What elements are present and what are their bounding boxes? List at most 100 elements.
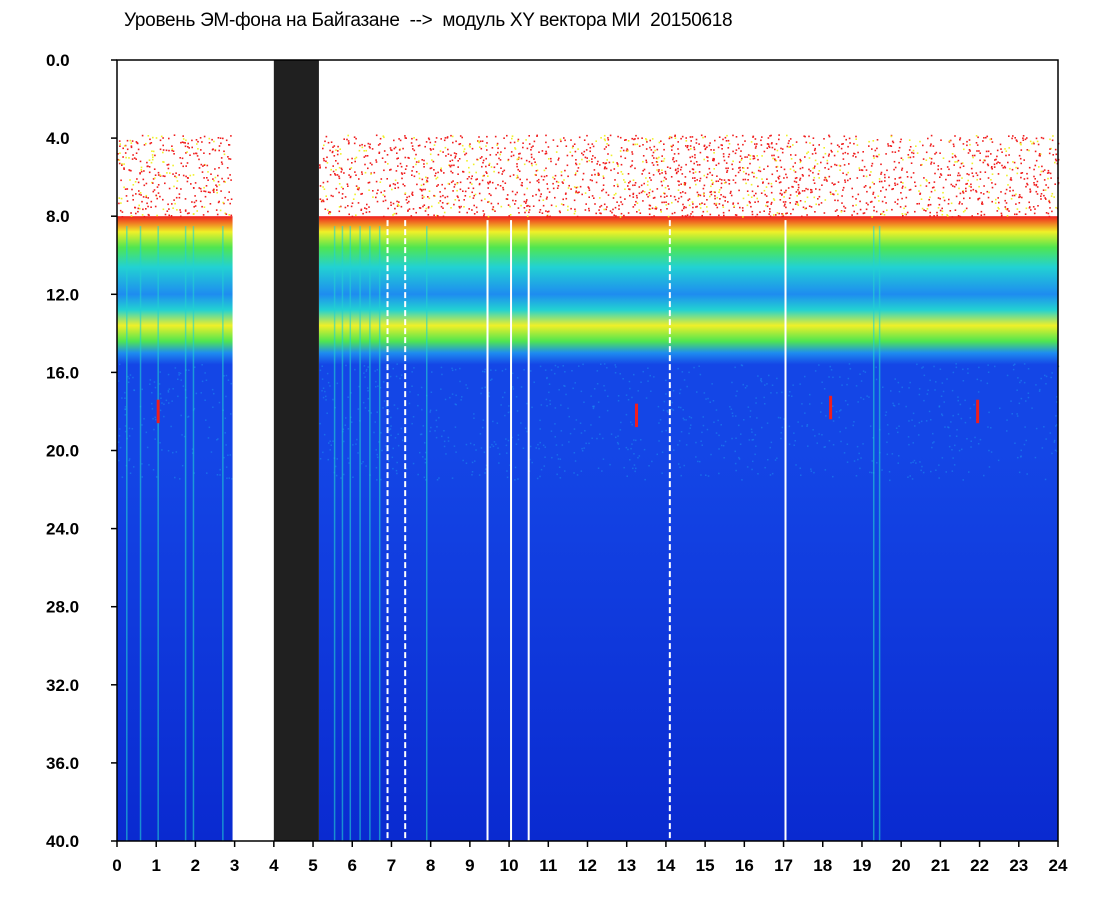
noise-dot bbox=[215, 209, 218, 211]
noise-dot bbox=[153, 168, 156, 170]
noise-dot bbox=[843, 164, 846, 166]
noise-dot bbox=[491, 208, 494, 211]
noise-dot bbox=[947, 174, 949, 176]
noise-dot bbox=[686, 146, 689, 149]
noise-dot bbox=[720, 424, 722, 426]
noise-dot bbox=[132, 199, 134, 201]
noise-dot bbox=[440, 170, 443, 172]
noise-dot bbox=[464, 153, 466, 156]
noise-dot bbox=[344, 424, 346, 426]
noise-dot bbox=[406, 196, 408, 199]
noise-dot bbox=[738, 456, 740, 459]
noise-dot bbox=[1001, 151, 1003, 153]
noise-dot bbox=[777, 416, 780, 419]
noise-dot bbox=[678, 197, 680, 200]
noise-dot bbox=[518, 170, 521, 172]
noise-dot bbox=[379, 137, 382, 140]
noise-dot bbox=[812, 179, 815, 181]
noise-dot bbox=[691, 211, 694, 213]
noise-dot bbox=[881, 469, 883, 471]
noise-dot bbox=[957, 396, 959, 398]
noise-dot bbox=[878, 200, 880, 202]
noise-dot bbox=[804, 375, 806, 378]
noise-dot bbox=[923, 177, 925, 179]
noise-dot bbox=[584, 430, 586, 432]
noise-dot bbox=[604, 139, 606, 142]
noise-dot bbox=[661, 169, 663, 171]
noise-dot bbox=[397, 203, 399, 206]
noise-dot bbox=[594, 173, 596, 176]
noise-dot bbox=[354, 157, 356, 160]
noise-dot bbox=[365, 149, 367, 152]
noise-dot bbox=[726, 169, 729, 172]
noise-dot bbox=[332, 146, 334, 148]
noise-dot bbox=[793, 180, 796, 183]
noise-dot bbox=[367, 142, 370, 145]
noise-dot bbox=[325, 395, 327, 398]
noise-dot bbox=[393, 212, 396, 215]
noise-dot bbox=[504, 182, 507, 184]
noise-dot bbox=[987, 371, 990, 373]
noise-dot bbox=[978, 185, 980, 188]
noise-dot bbox=[549, 215, 551, 218]
noise-dot bbox=[931, 186, 934, 189]
noise-dot bbox=[364, 407, 367, 409]
noise-dot bbox=[338, 183, 341, 185]
noise-dot bbox=[702, 193, 705, 195]
noise-dot bbox=[796, 203, 799, 205]
noise-dot bbox=[642, 370, 644, 373]
noise-dot bbox=[1054, 148, 1057, 151]
noise-dot bbox=[872, 155, 875, 157]
x-tick-label: 16 bbox=[735, 856, 754, 875]
noise-dot bbox=[806, 424, 809, 426]
noise-dot bbox=[705, 176, 708, 179]
noise-dot bbox=[577, 148, 579, 150]
noise-dot bbox=[987, 177, 990, 179]
noise-dot bbox=[1026, 149, 1029, 151]
noise-dot bbox=[526, 199, 528, 201]
noise-dot bbox=[321, 390, 323, 392]
noise-dot bbox=[558, 389, 560, 391]
noise-dot bbox=[369, 147, 371, 149]
noise-dot bbox=[355, 174, 357, 176]
noise-dot bbox=[142, 178, 145, 181]
noise-dot bbox=[375, 449, 377, 451]
y-tick-label: 12.0 bbox=[46, 285, 79, 304]
noise-dot bbox=[514, 479, 516, 481]
x-tick-label: 8 bbox=[426, 856, 435, 875]
noise-dot bbox=[396, 407, 399, 410]
noise-dot bbox=[478, 136, 480, 138]
noise-dot bbox=[554, 174, 557, 177]
noise-dot bbox=[429, 430, 431, 433]
noise-dot bbox=[708, 144, 711, 147]
noise-dot bbox=[756, 155, 758, 157]
x-tick-label: 10 bbox=[500, 856, 519, 875]
noise-dot bbox=[851, 187, 853, 190]
noise-dot bbox=[424, 188, 426, 191]
noise-dot bbox=[203, 177, 205, 179]
noise-dot bbox=[837, 181, 840, 183]
noise-dot bbox=[820, 161, 822, 164]
noise-dot bbox=[481, 387, 483, 389]
noise-dot bbox=[680, 474, 682, 477]
noise-dot bbox=[204, 190, 207, 193]
noise-dot bbox=[458, 211, 461, 213]
noise-dot bbox=[539, 419, 541, 422]
noise-dot bbox=[795, 177, 798, 179]
noise-dot bbox=[564, 139, 566, 142]
noise-dot bbox=[460, 205, 462, 208]
noise-dot bbox=[936, 214, 938, 217]
noise-dot bbox=[437, 153, 440, 156]
noise-dot bbox=[694, 177, 696, 179]
noise-dot bbox=[760, 144, 763, 146]
noise-dot bbox=[335, 169, 337, 171]
noise-dot bbox=[164, 175, 166, 178]
noise-dot bbox=[757, 158, 759, 161]
noise-dot bbox=[423, 159, 425, 162]
noise-dot bbox=[526, 187, 528, 190]
noise-dot bbox=[699, 207, 702, 209]
noise-dot bbox=[874, 149, 877, 152]
noise-dot bbox=[574, 208, 576, 211]
noise-dot bbox=[118, 202, 120, 205]
noise-dot bbox=[655, 157, 658, 160]
